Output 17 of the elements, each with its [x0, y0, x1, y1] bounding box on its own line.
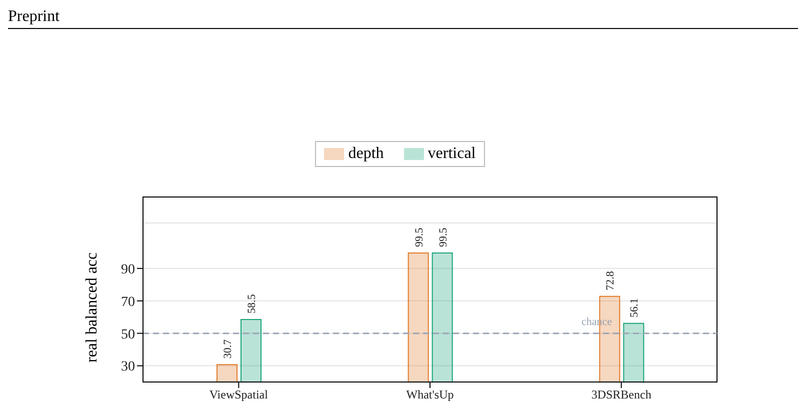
data-label: 99.5: [437, 227, 450, 248]
text: Preprint: [8, 8, 798, 29]
data-label: 99.5: [413, 227, 426, 248]
legend-label: vertical: [426, 145, 476, 163]
x-tick-label: What'sUp: [406, 388, 454, 402]
y-tick-label: 70: [121, 294, 135, 310]
y-axis-title: real balanced acc: [84, 252, 101, 362]
x-tick-label: ViewSpatial: [209, 388, 269, 402]
y-tick-label: 50: [121, 327, 135, 342]
x-tick-label: 3DSRBench: [591, 388, 652, 402]
data-label: 72.8: [604, 270, 617, 290]
y-tick-label: 90: [121, 262, 135, 278]
legend-label: depth: [347, 145, 384, 163]
data-label: 56.1: [628, 298, 641, 318]
y-tick-label: 30: [121, 360, 135, 375]
data-label: 58.5: [246, 294, 258, 314]
data-label: 30.7: [222, 338, 234, 359]
